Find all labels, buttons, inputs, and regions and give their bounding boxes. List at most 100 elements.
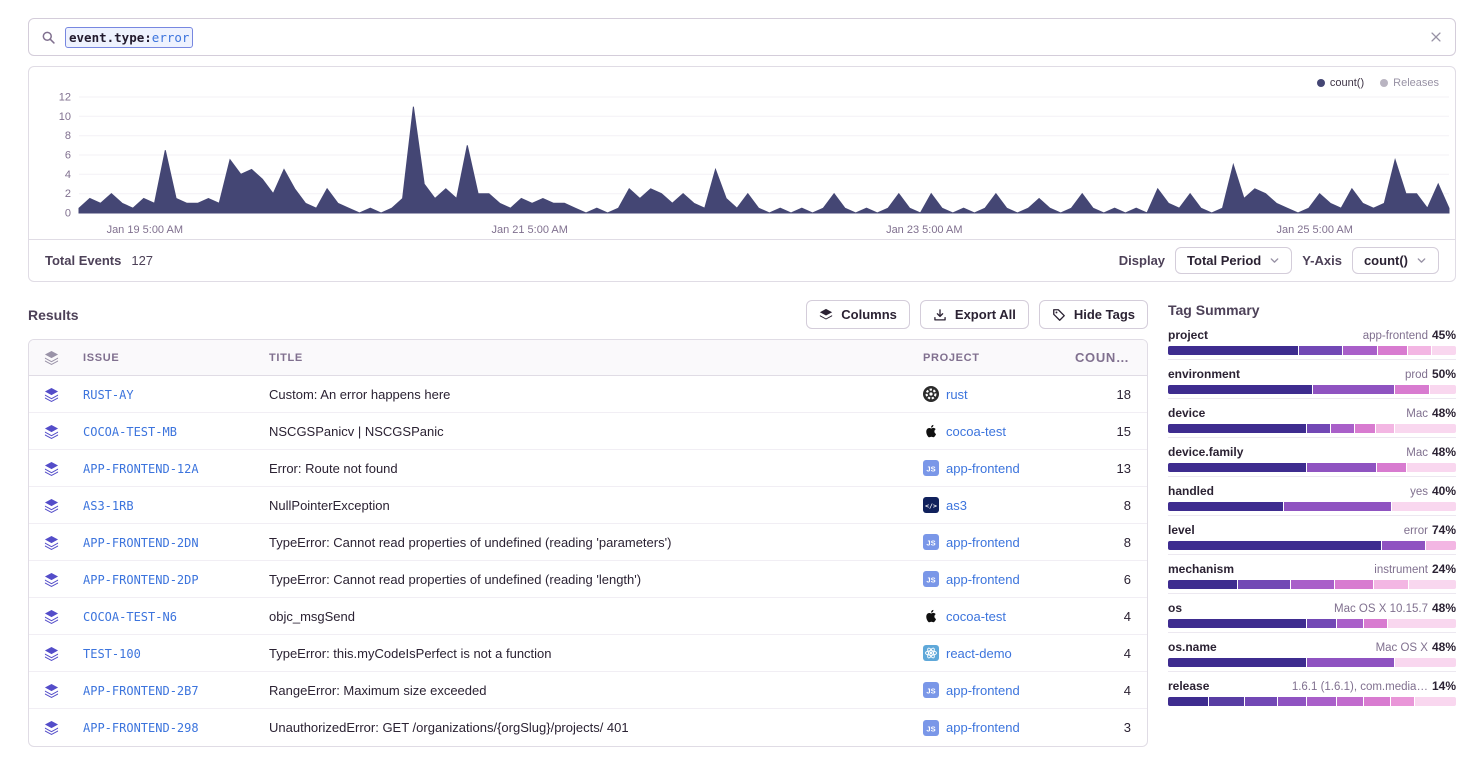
tag-bar-segment[interactable] (1307, 697, 1337, 706)
project-link[interactable]: app-frontend (946, 534, 1020, 550)
tag-distribution-bar[interactable] (1168, 619, 1456, 628)
tag-bar-segment[interactable] (1168, 385, 1312, 394)
tag-distribution-bar[interactable] (1168, 346, 1456, 355)
tag-distribution-bar[interactable] (1168, 502, 1456, 511)
tag-bar-segment[interactable] (1364, 697, 1390, 706)
tag-bar-segment[interactable] (1387, 619, 1456, 628)
project-link[interactable]: app-frontend (946, 720, 1020, 735)
tag-bar-segment[interactable] (1382, 541, 1426, 550)
column-header-title[interactable]: TITLE (269, 351, 303, 364)
table-row[interactable]: COCOA-TEST-MB NSCGSPanicv | NSCGSPanic c… (29, 413, 1147, 450)
tag-bar-segment[interactable] (1244, 697, 1277, 706)
export-all-button[interactable]: Export All (919, 300, 1029, 329)
project-link[interactable]: react-demo (946, 645, 1012, 661)
tag-bar-segment[interactable] (1209, 697, 1244, 706)
tag-distribution-bar[interactable] (1168, 658, 1456, 667)
tag-bar-segment[interactable] (1363, 619, 1387, 628)
project-link[interactable]: rust (946, 386, 968, 402)
tag-bar-segment[interactable] (1407, 463, 1456, 472)
tag-bar-segment[interactable] (1277, 697, 1307, 706)
tag-bar-segment[interactable] (1414, 697, 1456, 706)
legend-count[interactable]: count() (1316, 77, 1364, 89)
column-header-count[interactable]: COUNT() ↓ (1075, 350, 1145, 365)
table-row[interactable]: TEST-100 TypeError: this.myCodeIsPerfect… (29, 635, 1147, 672)
tag-distribution-bar[interactable] (1168, 697, 1456, 706)
column-header-issue[interactable]: ISSUE (83, 351, 120, 364)
tag-distribution-bar[interactable] (1168, 385, 1456, 394)
tag-bar-segment[interactable] (1168, 346, 1298, 355)
project-link[interactable]: app-frontend (946, 571, 1020, 587)
tag-bar-segment[interactable] (1335, 580, 1373, 589)
table-row[interactable]: APP-FRONTEND-2DN TypeError: Cannot read … (29, 524, 1147, 561)
hide-tags-button[interactable]: Hide Tags (1038, 300, 1148, 329)
table-row[interactable]: APP-FRONTEND-298 UnauthorizedError: GET … (29, 709, 1147, 746)
tag-bar-segment[interactable] (1391, 502, 1456, 511)
table-row[interactable]: COCOA-TEST-N6 objc_msgSend cocoa-test 4 (29, 598, 1147, 635)
tag-distribution-bar[interactable] (1168, 580, 1456, 589)
tag-bar-segment[interactable] (1168, 463, 1307, 472)
tag-bar-segment[interactable] (1430, 385, 1456, 394)
issue-link[interactable]: COCOA-TEST-MB (83, 424, 177, 439)
issue-link[interactable]: COCOA-TEST-N6 (83, 609, 177, 624)
tag-bar-segment[interactable] (1377, 463, 1407, 472)
tag-bar-segment[interactable] (1426, 541, 1456, 550)
tag-bar-segment[interactable] (1373, 580, 1409, 589)
issue-link[interactable]: APP-FRONTEND-12A (83, 461, 199, 476)
tag-bar-segment[interactable] (1168, 502, 1284, 511)
table-row[interactable]: AS3-1RB NullPointerException </> as3 8 (29, 487, 1147, 524)
tag-bar-segment[interactable] (1337, 619, 1363, 628)
tag-bar-segment[interactable] (1409, 580, 1456, 589)
tag-bar-segment[interactable] (1390, 697, 1414, 706)
project-link[interactable]: app-frontend (946, 682, 1020, 698)
tag-bar-segment[interactable] (1313, 385, 1394, 394)
tag-bar-segment[interactable] (1307, 619, 1337, 628)
tag-bar-segment[interactable] (1342, 346, 1378, 355)
tag-bar-segment[interactable] (1168, 658, 1307, 667)
issue-link[interactable]: APP-FRONTEND-298 (83, 721, 199, 735)
tag-bar-segment[interactable] (1168, 697, 1209, 706)
tag-bar-segment[interactable] (1394, 658, 1456, 667)
tag-bar-segment[interactable] (1168, 424, 1307, 433)
tag-bar-segment[interactable] (1355, 424, 1376, 433)
issue-link[interactable]: RUST-AY (83, 387, 134, 402)
tag-bar-segment[interactable] (1284, 502, 1391, 511)
tag-bar-segment[interactable] (1408, 346, 1432, 355)
table-row[interactable]: APP-FRONTEND-2B7 RangeError: Maximum siz… (29, 672, 1147, 709)
columns-button[interactable]: Columns (806, 300, 910, 329)
tag-bar-segment[interactable] (1238, 580, 1290, 589)
events-chart[interactable]: 0 2 4 6 8 10 12 Jan 19 5:00 AM Jan 21 5:00 AM Jan… (29, 89, 1455, 239)
tag-distribution-bar[interactable] (1168, 463, 1456, 472)
search-bar[interactable]: event.type:error (28, 18, 1456, 56)
tag-bar-segment[interactable] (1168, 619, 1307, 628)
tag-bar-segment[interactable] (1432, 346, 1456, 355)
tag-bar-segment[interactable] (1168, 580, 1238, 589)
project-link[interactable]: cocoa-test (946, 423, 1006, 439)
tag-bar-segment[interactable] (1290, 580, 1335, 589)
tag-bar-segment[interactable] (1168, 541, 1382, 550)
column-header-project[interactable]: PROJECT (923, 351, 980, 364)
table-row[interactable]: APP-FRONTEND-12A Error: Route not found … (29, 450, 1147, 487)
display-dropdown[interactable]: Total Period (1175, 247, 1293, 274)
tag-bar-segment[interactable] (1307, 424, 1331, 433)
clear-search-icon[interactable] (1429, 30, 1443, 44)
issue-link[interactable]: APP-FRONTEND-2B7 (83, 683, 199, 698)
issue-link[interactable]: APP-FRONTEND-2DN (83, 535, 199, 550)
project-link[interactable]: as3 (946, 497, 967, 513)
tag-distribution-bar[interactable] (1168, 541, 1456, 550)
project-link[interactable]: cocoa-test (946, 608, 1006, 624)
table-row[interactable]: RUST-AY Custom: An error happens here ru… (29, 376, 1147, 413)
tag-bar-segment[interactable] (1394, 385, 1430, 394)
tag-bar-segment[interactable] (1307, 658, 1394, 667)
tag-bar-segment[interactable] (1376, 424, 1394, 433)
issue-link[interactable]: AS3-1RB (83, 498, 134, 513)
issue-link[interactable]: TEST-100 (83, 646, 141, 661)
search-query-token[interactable]: event.type:error (65, 26, 194, 48)
tag-bar-segment[interactable] (1298, 346, 1342, 355)
table-row[interactable]: APP-FRONTEND-2DP TypeError: Cannot read … (29, 561, 1147, 598)
legend-releases[interactable]: Releases (1380, 77, 1439, 89)
tag-bar-segment[interactable] (1307, 463, 1377, 472)
tag-distribution-bar[interactable] (1168, 424, 1456, 433)
yaxis-dropdown[interactable]: count() (1351, 247, 1439, 274)
tag-bar-segment[interactable] (1337, 697, 1364, 706)
tag-bar-segment[interactable] (1378, 346, 1408, 355)
